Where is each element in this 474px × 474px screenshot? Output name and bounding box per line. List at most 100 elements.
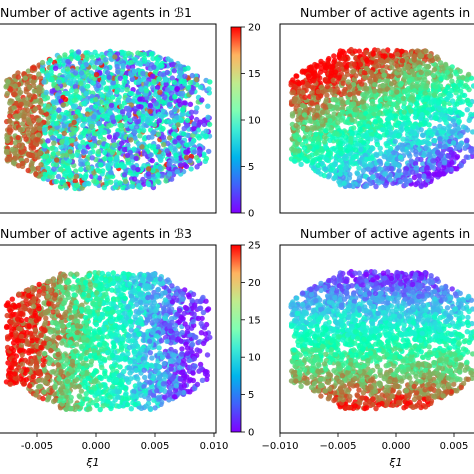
scatter-point: [299, 89, 306, 96]
scatter-point: [169, 75, 175, 81]
scatter-point: [442, 107, 448, 114]
scatter-point: [310, 141, 316, 147]
scatter-point: [11, 105, 17, 111]
scatter-point: [109, 149, 116, 156]
scatter-point: [350, 101, 357, 107]
scatter-point: [103, 57, 109, 63]
scatter-point: [122, 74, 128, 81]
scatter-point: [127, 117, 134, 123]
scatter-point: [100, 75, 107, 81]
scatter-point: [71, 119, 77, 126]
scatter-point: [66, 158, 73, 164]
scatter-point: [388, 154, 394, 160]
scatter-point: [183, 149, 189, 155]
scatter-point: [71, 97, 77, 104]
scatter-point: [420, 132, 426, 138]
scatter-point: [323, 96, 330, 103]
scatter-point: [165, 87, 171, 93]
scatter-point: [21, 113, 27, 120]
scatter-point: [409, 169, 416, 175]
scatter-point: [64, 66, 71, 72]
scatter-point: [151, 143, 157, 150]
scatter-point: [301, 112, 308, 118]
scatter-point: [105, 92, 112, 98]
scatter-point: [357, 127, 363, 133]
scatter-point: [388, 129, 394, 136]
scatter-point: [466, 117, 472, 124]
scatter-point: [380, 48, 387, 54]
scatter-point: [111, 142, 118, 148]
scatter-point: [155, 144, 161, 150]
scatter-point: [175, 122, 181, 128]
scatter-point: [384, 160, 390, 167]
scatter-point: [384, 86, 390, 92]
scatter-point: [445, 125, 451, 131]
scatter-point: [63, 109, 70, 116]
scatter-point: [332, 88, 338, 94]
scatter-point: [31, 88, 38, 94]
scatter-point: [58, 144, 64, 150]
scatter-point: [105, 162, 111, 168]
scatter-point: [423, 166, 430, 172]
scatter-point: [430, 72, 437, 79]
scatter-point: [412, 161, 419, 167]
scatter-point: [167, 101, 173, 108]
scatter-point: [383, 78, 389, 84]
scatter-point: [106, 134, 113, 140]
scatter-point: [25, 167, 31, 174]
scatter-point: [399, 126, 405, 132]
scatter-point: [309, 124, 315, 131]
scatter-point: [62, 52, 68, 58]
scatter-point: [449, 87, 455, 94]
scatter-point: [314, 150, 320, 156]
scatter-point: [383, 182, 389, 189]
scatter-point: [392, 161, 398, 167]
scatter-point: [383, 64, 390, 70]
scatter-point: [454, 101, 460, 107]
scatter-point: [194, 105, 200, 111]
scatter-point: [442, 74, 448, 80]
scatter-point: [54, 157, 60, 163]
scatter-point: [116, 114, 122, 120]
scatter-point: [171, 68, 177, 74]
scatter-top-left: [3, 48, 213, 192]
scatter-point: [187, 101, 194, 108]
scatter-point: [301, 145, 308, 151]
scatter-point: [73, 141, 79, 147]
scatter-point: [121, 79, 128, 85]
scatter-point: [406, 77, 413, 84]
scatter-point: [405, 63, 411, 70]
scatter-point: [373, 151, 379, 157]
scatter-point: [460, 124, 467, 130]
scatter-point: [145, 171, 152, 177]
scatter-point: [328, 73, 334, 79]
scatter-point: [51, 81, 57, 87]
scatter-point: [128, 124, 135, 130]
scatter-point: [193, 76, 200, 83]
scatter-point: [302, 94, 308, 101]
scatter-point: [423, 48, 429, 54]
scatter-point: [4, 156, 10, 163]
scatter-point: [81, 100, 87, 107]
scatter-point: [100, 113, 107, 119]
scatter-point: [437, 136, 443, 142]
scatter-point: [355, 132, 362, 139]
scatter-point: [437, 105, 443, 111]
scatter-point: [362, 75, 369, 81]
scatter-point: [7, 100, 13, 106]
scatter-point: [398, 114, 404, 121]
scatter-point: [50, 99, 56, 105]
scatter-point: [361, 104, 367, 110]
scatter-point: [114, 89, 120, 95]
scatter-point: [409, 95, 415, 101]
scatter-point: [402, 177, 408, 183]
scatter-point: [428, 164, 434, 170]
scatter-point: [357, 137, 364, 143]
scatter-point: [416, 173, 422, 179]
scatter-point: [441, 164, 447, 170]
scatter-point: [139, 144, 145, 150]
scatter-point: [163, 81, 169, 88]
scatter-point: [450, 118, 456, 124]
panel-title-bottom-right: Number of active agents in: [300, 226, 470, 241]
